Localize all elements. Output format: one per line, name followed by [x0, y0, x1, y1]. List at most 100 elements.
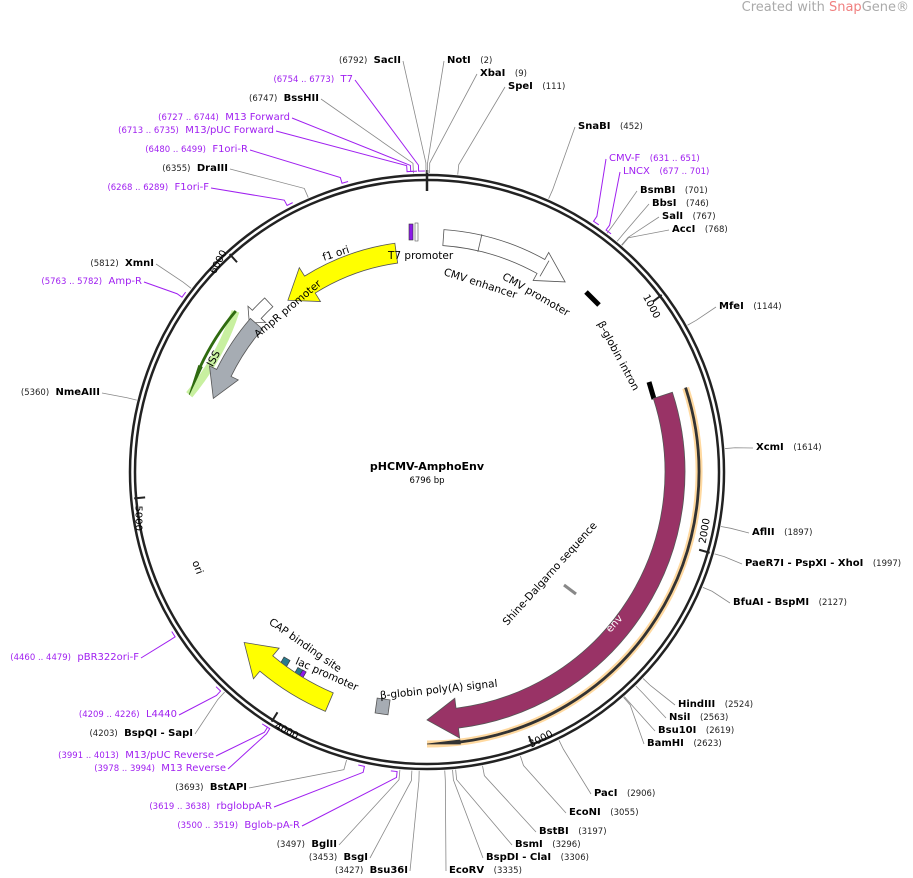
- primer-label[interactable]: (6480 .. 6499) F1ori-R: [145, 144, 248, 156]
- enzyme-name: NsiI: [669, 712, 691, 723]
- enzyme-position: (767): [692, 212, 716, 222]
- enzyme-site-label[interactable]: (3693) BstAPI: [175, 782, 247, 794]
- enzyme-site-label[interactable]: BsmI (3296): [515, 839, 581, 851]
- enzyme-position: (1144): [753, 302, 782, 312]
- enzyme-site-label[interactable]: (5812) XmnI: [90, 258, 154, 270]
- primer-range: (3991 .. 4013): [58, 751, 119, 761]
- enzyme-leader-line: [606, 190, 638, 234]
- enzyme-site-label[interactable]: SnaBI (452): [578, 121, 643, 133]
- primer-range: (6480 .. 6499): [145, 145, 206, 155]
- enzyme-name: BglII: [311, 839, 337, 850]
- primer-leader-line: [273, 764, 366, 808]
- enzyme-site-label[interactable]: (3453) BsgI: [309, 852, 368, 864]
- enzyme-position: (3427): [335, 866, 364, 876]
- enzyme-leader-line: [623, 697, 645, 745]
- enzyme-position: (2524): [724, 700, 754, 710]
- feature-ori: [243, 642, 334, 712]
- enzyme-site-label[interactable]: XcmI (1614): [756, 442, 822, 454]
- primer-label[interactable]: (6754 .. 6773) T7: [273, 74, 353, 86]
- enzyme-site-label[interactable]: Bsu10I (2619): [658, 725, 734, 737]
- enzyme-leader-line: [194, 691, 225, 735]
- enzyme-name: NotI: [447, 55, 471, 66]
- enzyme-leader-line: [616, 203, 650, 242]
- enzyme-site-label[interactable]: SpeI (111): [508, 81, 565, 93]
- enzyme-site-label[interactable]: NotI (2): [447, 55, 492, 67]
- primer-label[interactable]: LNCX (677 .. 701): [623, 166, 709, 178]
- enzyme-name: BbsI: [652, 198, 677, 209]
- enzyme-name: EcoRV: [449, 865, 485, 876]
- primer-label[interactable]: (6268 .. 6289) F1ori-F: [107, 182, 209, 194]
- primer-name: M13/pUC Reverse: [125, 750, 214, 761]
- primer-label[interactable]: (5763 .. 5782) Amp-R: [41, 276, 142, 288]
- feature-t7-promoter: [408, 223, 414, 241]
- enzyme-site-label[interactable]: BsmBI (701): [640, 185, 708, 197]
- enzyme-leader-line: [248, 759, 347, 789]
- enzyme-leader-line: [101, 392, 137, 401]
- enzyme-position: (6747): [249, 94, 278, 104]
- enzyme-name: BspQI - SapI: [124, 728, 193, 739]
- primer-range: (3500 .. 3519): [177, 821, 239, 831]
- enzyme-site-label[interactable]: (3427) Bsu36I: [335, 865, 408, 877]
- primer-label[interactable]: (3619 .. 3638) rbglobpA-R: [149, 801, 272, 813]
- cmv-divider: [539, 260, 550, 277]
- primer-label[interactable]: (4460 .. 4479) pBR322ori-F: [10, 652, 139, 664]
- enzyme-site-label[interactable]: (4203) BspQI - SapI: [89, 728, 193, 740]
- primer-range: (4209 .. 4226): [78, 710, 140, 720]
- enzyme-site-label[interactable]: EcoNI (3055): [569, 807, 639, 819]
- primer-name: pBR322ori-F: [77, 652, 139, 663]
- primer-leader-line: [210, 187, 293, 207]
- primer-label[interactable]: (3500 .. 3519) Bglob-pA-R: [177, 820, 300, 832]
- feature-beta-globin-intron-end: [646, 381, 657, 400]
- enzyme-position: (3693): [175, 783, 204, 793]
- primer-label[interactable]: (6727 .. 6744) M13 Forward: [158, 112, 290, 124]
- enzyme-leader-line: [687, 306, 717, 326]
- enzyme-site-label[interactable]: EcoRV (3335): [449, 865, 522, 877]
- enzyme-site-label[interactable]: NsiI (2563): [669, 712, 728, 724]
- primer-label[interactable]: (4209 .. 4226) L4440: [79, 709, 177, 721]
- enzyme-site-label[interactable]: (6792) SacII: [339, 55, 401, 67]
- primer-label[interactable]: CMV-F (631 .. 651): [609, 153, 700, 165]
- primer-leader-line: [592, 158, 607, 226]
- enzyme-site-label[interactable]: AflII (1897): [752, 527, 812, 539]
- watermark-brand2: Gene: [861, 0, 896, 15]
- enzyme-leader-line: [635, 685, 667, 719]
- enzyme-position: (2): [480, 56, 493, 66]
- enzyme-site-label[interactable]: (6355) DraIII: [162, 163, 228, 175]
- enzyme-position: (3497): [276, 840, 305, 850]
- primer-label[interactable]: (3978 .. 3994) M13 Reverse: [94, 763, 226, 775]
- enzyme-site-label[interactable]: (5360) NmeAIII: [21, 387, 100, 399]
- enzyme-leader-line: [155, 263, 192, 289]
- enzyme-site-label[interactable]: BstBI (3197): [539, 826, 607, 838]
- enzyme-site-label[interactable]: BbsI (746): [652, 198, 709, 210]
- enzyme-site-label[interactable]: PacI (2906): [594, 788, 655, 800]
- enzyme-site-label[interactable]: (6747) BssHII: [249, 93, 319, 105]
- cmv-divider: [477, 234, 483, 252]
- feature-env: [426, 391, 686, 739]
- primer-name: F1ori-F: [174, 182, 209, 193]
- primer-leader-line: [178, 686, 222, 716]
- enzyme-name: MfeI: [719, 301, 744, 312]
- enzyme-site-label[interactable]: XbaI (9): [480, 68, 527, 80]
- enzyme-site-label[interactable]: BamHI (2623): [647, 738, 722, 750]
- enzyme-site-label[interactable]: BspDI - ClaI (3306): [486, 852, 589, 864]
- primer-leader-line: [291, 117, 418, 172]
- watermark: Created with SnapGene®: [742, 0, 909, 15]
- enzyme-site-label[interactable]: (3497) BglII: [277, 839, 337, 851]
- enzyme-site-label[interactable]: BfuAI - BspMI (2127): [733, 597, 847, 609]
- primer-label[interactable]: (3991 .. 4013) M13/pUC Reverse: [58, 750, 214, 762]
- enzyme-site-label[interactable]: AccI (768): [672, 224, 728, 236]
- enzyme-name: DraIII: [196, 163, 228, 174]
- enzyme-site-label[interactable]: HindIII (2524): [678, 699, 753, 711]
- primer-name: M13 Reverse: [161, 763, 226, 774]
- feature-t7-site: [414, 222, 419, 242]
- enzyme-name: XcmI: [756, 442, 784, 453]
- primer-range: (4460 .. 4479): [10, 653, 72, 663]
- enzyme-leader-line: [369, 770, 413, 859]
- feature-label: T7 promoter: [388, 250, 454, 262]
- enzyme-name: XmnI: [125, 258, 154, 269]
- enzyme-site-label[interactable]: PaeR7I - PspXI - XhoI (1997): [745, 558, 901, 570]
- feature-ampr: [188, 310, 237, 395]
- enzyme-site-label[interactable]: MfeI (1144): [719, 301, 782, 313]
- enzyme-site-label[interactable]: SalI (767): [662, 211, 716, 223]
- primer-label[interactable]: (6713 .. 6735) M13/pUC Forward: [118, 125, 274, 137]
